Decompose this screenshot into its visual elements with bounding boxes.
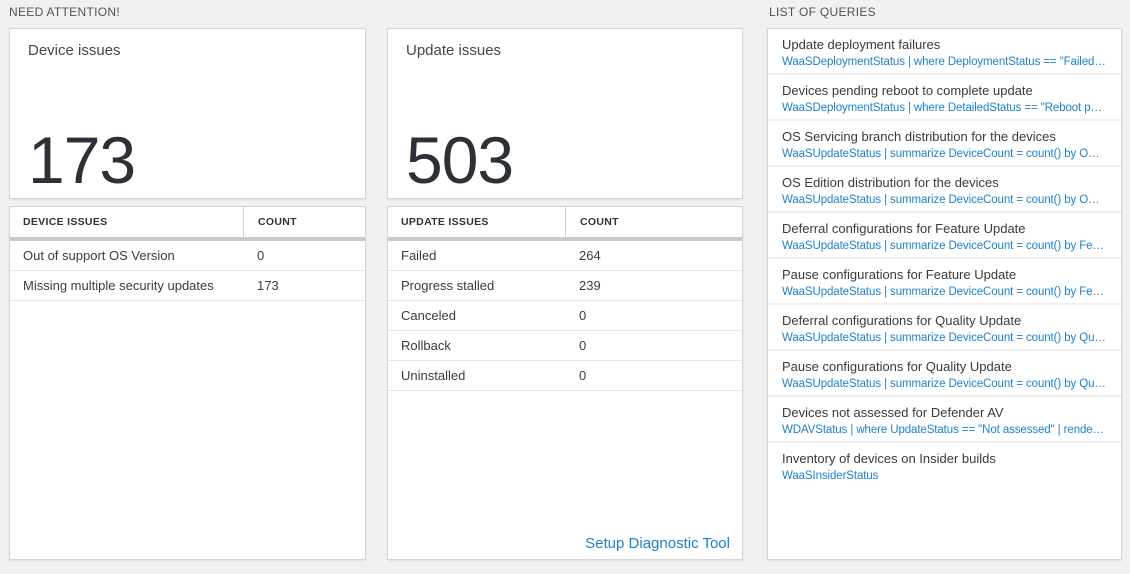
row-label: Canceled	[401, 308, 456, 323]
update-issues-tile-title: Update issues	[406, 42, 502, 59]
count-column-header: COUNT	[565, 207, 742, 237]
table-row[interactable]: Canceled 0	[388, 301, 742, 331]
table-row[interactable]: Out of support OS Version 0	[10, 241, 365, 271]
query-title: Devices not assessed for Defender AV	[782, 405, 1004, 420]
query-item[interactable]: Deferral configurations for Feature Upda…	[768, 213, 1121, 259]
query-text[interactable]: WaaSDeploymentStatus | where DetailedSta…	[782, 102, 1107, 114]
query-title: OS Edition distribution for the devices	[782, 175, 999, 190]
query-item[interactable]: OS Servicing branch distribution for the…	[768, 121, 1121, 167]
update-issues-count: 503	[406, 123, 514, 198]
query-item[interactable]: Devices pending reboot to complete updat…	[768, 75, 1121, 121]
row-count: 0	[579, 308, 587, 323]
query-text[interactable]: WaaSDeploymentStatus | where DeploymentS…	[782, 56, 1107, 68]
row-label: Uninstalled	[401, 368, 466, 383]
row-count: 264	[579, 248, 601, 263]
row-label: Out of support OS Version	[23, 248, 175, 263]
row-label: Rollback	[401, 338, 451, 353]
table-row[interactable]: Failed 264	[388, 241, 742, 271]
query-title: Deferral configurations for Quality Upda…	[782, 313, 1022, 328]
device-issues-table: DEVICE ISSUES COUNT Out of support OS Ve…	[9, 206, 366, 560]
setup-diagnostic-tool-link[interactable]: Setup Diagnostic Tool	[585, 535, 730, 552]
row-label: Missing multiple security updates	[23, 278, 214, 293]
query-item[interactable]: Deferral configurations for Quality Upda…	[768, 305, 1121, 351]
query-title: Pause configurations for Quality Update	[782, 359, 1012, 374]
count-column-header: COUNT	[243, 207, 365, 237]
table-header-separator	[388, 237, 742, 241]
query-text[interactable]: WaaSUpdateStatus | summarize DeviceCount…	[782, 240, 1107, 252]
table-row[interactable]: Progress stalled 239	[388, 271, 742, 301]
query-item[interactable]: Pause configurations for Quality Update …	[768, 351, 1121, 397]
query-item[interactable]: Devices not assessed for Defender AV WDA…	[768, 397, 1121, 443]
query-item[interactable]: OS Edition distribution for the devices …	[768, 167, 1121, 213]
update-issues-table: UPDATE ISSUES COUNT Failed 264 Progress …	[387, 206, 743, 560]
query-text[interactable]: WaaSUpdateStatus | summarize DeviceCount…	[782, 148, 1107, 160]
row-count: 239	[579, 278, 601, 293]
query-title: Deferral configurations for Feature Upda…	[782, 221, 1026, 236]
query-title: Update deployment failures	[782, 37, 941, 52]
query-text[interactable]: WaaSUpdateStatus | summarize DeviceCount…	[782, 286, 1107, 298]
device-issues-column-header: DEVICE ISSUES	[23, 216, 108, 228]
table-row[interactable]: Uninstalled 0	[388, 361, 742, 391]
query-title: OS Servicing branch distribution for the…	[782, 129, 1056, 144]
list-of-queries-header: LIST OF QUERIES	[769, 5, 876, 19]
row-count: 0	[579, 338, 587, 353]
table-header-separator	[10, 237, 365, 241]
update-issues-column-header: UPDATE ISSUES	[401, 216, 489, 228]
query-item[interactable]: Pause configurations for Feature Update …	[768, 259, 1121, 305]
query-text[interactable]: WDAVStatus | where UpdateStatus == "Not …	[782, 424, 1107, 436]
update-issues-table-header: UPDATE ISSUES COUNT	[388, 207, 742, 237]
device-issues-count: 173	[28, 123, 136, 198]
device-issues-tile-title: Device issues	[28, 42, 121, 59]
row-count: 173	[257, 278, 279, 293]
query-title: Inventory of devices on Insider builds	[782, 451, 996, 466]
query-text[interactable]: WaaSInsiderStatus	[782, 470, 879, 482]
query-text[interactable]: WaaSUpdateStatus | summarize DeviceCount…	[782, 332, 1107, 344]
row-count: 0	[579, 368, 587, 383]
row-count: 0	[257, 248, 265, 263]
row-label: Failed	[401, 248, 437, 263]
row-label: Progress stalled	[401, 278, 495, 293]
query-item[interactable]: Update deployment failures WaaSDeploymen…	[768, 29, 1121, 75]
device-issues-table-header: DEVICE ISSUES COUNT	[10, 207, 365, 237]
device-issues-tile[interactable]: Device issues 173	[9, 28, 366, 199]
table-row[interactable]: Missing multiple security updates 173	[10, 271, 365, 301]
query-text[interactable]: WaaSUpdateStatus | summarize DeviceCount…	[782, 194, 1107, 206]
need-attention-header: NEED ATTENTION!	[9, 5, 120, 19]
update-issues-tile[interactable]: Update issues 503	[387, 28, 743, 199]
query-title: Pause configurations for Feature Update	[782, 267, 1017, 282]
query-list-panel: Update deployment failures WaaSDeploymen…	[767, 28, 1122, 560]
query-item[interactable]: Inventory of devices on Insider builds W…	[768, 443, 1121, 559]
table-row[interactable]: Rollback 0	[388, 331, 742, 361]
query-text[interactable]: WaaSUpdateStatus | summarize DeviceCount…	[782, 378, 1107, 390]
query-title: Devices pending reboot to complete updat…	[782, 83, 1033, 98]
